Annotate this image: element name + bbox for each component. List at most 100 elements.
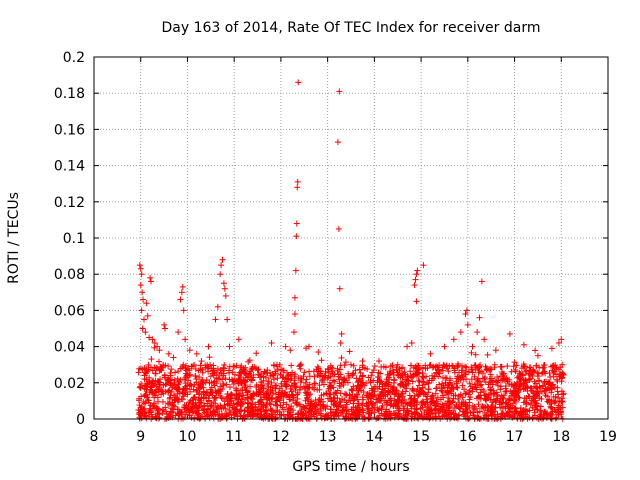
- band-point: [462, 363, 469, 370]
- band-point: [259, 382, 266, 389]
- band-point: [438, 387, 445, 394]
- band-point: [320, 381, 327, 388]
- band-point: [442, 374, 449, 381]
- band-point: [162, 408, 169, 415]
- x-tick-label: 13: [319, 429, 337, 445]
- band-point: [316, 382, 323, 389]
- band-point: [141, 400, 148, 407]
- band-point: [323, 390, 330, 397]
- y-axis-label: ROTI / TECUs: [6, 192, 22, 284]
- band-point: [210, 399, 217, 406]
- band-point: [192, 372, 199, 379]
- band-point: [249, 377, 256, 384]
- band-point: [417, 405, 424, 412]
- band-point: [348, 387, 355, 394]
- band-point: [223, 381, 230, 388]
- y-tick-label: 0.1: [63, 231, 85, 247]
- band-point: [300, 383, 307, 390]
- band-point: [342, 359, 349, 366]
- band-point: [518, 365, 525, 372]
- band-point: [495, 382, 502, 389]
- y-tick-label: 0.2: [63, 50, 85, 66]
- band-point: [472, 362, 479, 369]
- band-point: [294, 395, 301, 402]
- band-point: [306, 373, 313, 380]
- band-point: [320, 391, 327, 398]
- band-point: [465, 368, 472, 375]
- band-point: [334, 365, 341, 372]
- band-point: [231, 363, 238, 370]
- band-point: [538, 388, 545, 395]
- y-tick-label: 0.04: [54, 340, 85, 356]
- x-tick-label: 16: [459, 429, 477, 445]
- band-point: [162, 404, 169, 411]
- band-point: [461, 386, 468, 393]
- band-point: [356, 366, 363, 373]
- band-point: [466, 404, 473, 411]
- band-point: [424, 379, 431, 386]
- band-point: [473, 386, 480, 393]
- band-point: [215, 390, 222, 397]
- x-tick-label: 10: [179, 429, 197, 445]
- band-point: [547, 415, 554, 422]
- band-point: [296, 401, 303, 408]
- y-tick-label: 0.12: [54, 195, 85, 211]
- band-point: [472, 383, 479, 390]
- band-point: [283, 401, 290, 408]
- band-point: [351, 410, 358, 417]
- chart-title: Day 163 of 2014, Rate Of TEC Index for r…: [162, 20, 541, 36]
- band-point: [165, 400, 172, 407]
- band-point: [497, 386, 504, 393]
- band-point: [513, 398, 520, 405]
- band-point: [476, 364, 483, 371]
- band-point: [454, 384, 461, 391]
- y-tick-label: 0.16: [54, 122, 85, 138]
- band-point: [544, 393, 551, 400]
- band-point: [220, 380, 227, 387]
- band-point: [217, 383, 224, 390]
- x-axis-label: GPS time / hours: [292, 459, 409, 475]
- band-point: [268, 379, 275, 386]
- y-tick-label: 0.18: [54, 86, 85, 102]
- band-point: [219, 414, 226, 421]
- band-point: [199, 366, 206, 373]
- band-point: [302, 379, 309, 386]
- band-point: [525, 393, 532, 400]
- y-axis-ticks: 0 0.02 0.04 0.06 0.08 0.1 0.12 0.14 0.16 0.18 0.2: [54, 50, 608, 428]
- band-point: [314, 386, 321, 393]
- band-point: [486, 367, 493, 374]
- data-points: [135, 79, 567, 422]
- band-point: [512, 366, 519, 373]
- band-point: [256, 372, 263, 379]
- band-point: [469, 388, 476, 395]
- band-point: [183, 386, 190, 393]
- y-tick-label: 0.02: [54, 376, 85, 392]
- band-point: [482, 363, 489, 370]
- band-point: [222, 375, 229, 382]
- band-point: [244, 374, 251, 381]
- band-point: [456, 399, 463, 406]
- band-point: [420, 391, 427, 398]
- band-point: [517, 386, 524, 393]
- band-point: [229, 369, 236, 376]
- x-tick-label: 11: [225, 429, 243, 445]
- band-point: [155, 388, 162, 395]
- band-point: [414, 399, 421, 406]
- band-point: [538, 395, 545, 402]
- x-tick-label: 18: [552, 429, 570, 445]
- band-point: [546, 397, 553, 404]
- band-point: [407, 368, 414, 375]
- band-point: [425, 380, 432, 387]
- band-point: [468, 349, 475, 356]
- band-point: [227, 384, 234, 391]
- band-point: [429, 392, 436, 399]
- band-point: [408, 405, 415, 412]
- band-point: [337, 362, 344, 369]
- band-point: [273, 382, 280, 389]
- band-point: [409, 378, 416, 385]
- band-point: [344, 379, 351, 386]
- band-point: [311, 411, 318, 418]
- band-point: [324, 375, 331, 382]
- band-point: [531, 409, 538, 416]
